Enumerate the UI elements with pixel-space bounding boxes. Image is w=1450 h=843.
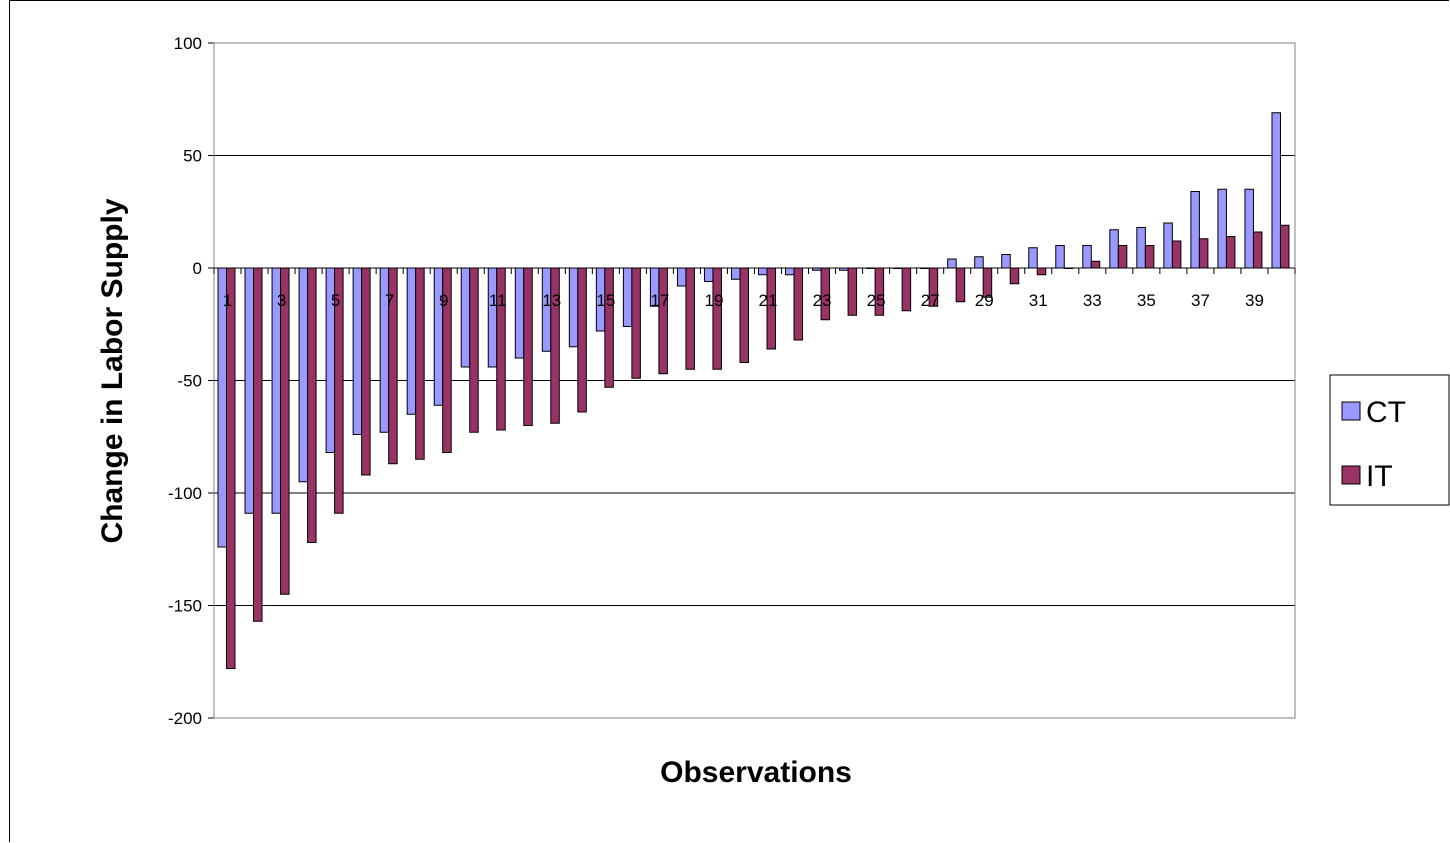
- bar-it-35: [1144, 245, 1155, 269]
- bar-ct-21: [758, 267, 768, 276]
- bar-it-12: [523, 267, 533, 426]
- bars: [217, 112, 1290, 669]
- x-tick-label: 33: [1083, 291, 1102, 310]
- bar-ct-8: [406, 267, 417, 415]
- bar-ct-29: [974, 256, 984, 269]
- bar-it-22: [793, 267, 804, 341]
- y-tick-label: -150: [168, 597, 202, 616]
- x-tick-label: 39: [1245, 291, 1264, 310]
- bar-ct-6: [352, 267, 363, 435]
- bar-it-16: [631, 267, 641, 379]
- bar-ct-14: [568, 267, 579, 348]
- bar-ct-19: [703, 267, 714, 282]
- x-axis-title: Observations: [660, 756, 852, 789]
- x-tick-label: 5: [331, 291, 340, 310]
- bar-ct-28: [947, 258, 957, 269]
- x-tick-label: 9: [439, 291, 448, 310]
- bar-ct-32: [1055, 245, 1065, 269]
- bar-it-39: [1252, 231, 1263, 269]
- bar-ct-30: [1001, 254, 1011, 269]
- plot-area-border: [213, 42, 1296, 719]
- bar-ct-34: [1109, 229, 1119, 269]
- legend: CT IT: [1329, 374, 1450, 506]
- y-tick-label: 100: [174, 34, 202, 53]
- bar-ct-40: [1271, 112, 1281, 269]
- bar-it-31: [1036, 267, 1047, 276]
- bar-ct-10: [460, 267, 471, 368]
- bar-it-24: [847, 267, 858, 316]
- bar-it-3: [280, 267, 290, 595]
- x-tick-label: 1: [223, 291, 232, 310]
- bar-it-19: [712, 267, 722, 370]
- bar-it-33: [1090, 260, 1101, 269]
- bar-it-1: [226, 267, 236, 669]
- y-tick-label: -50: [177, 372, 202, 391]
- y-tick-label: 0: [193, 259, 202, 278]
- bar-it-10: [469, 267, 479, 433]
- bar-ct-31: [1028, 247, 1038, 269]
- x-tick-label: 27: [921, 291, 940, 310]
- x-tick-label: 11: [489, 291, 507, 310]
- x-tick-label: 35: [1137, 291, 1156, 310]
- bar-ct-11: [487, 267, 498, 368]
- bar-ct-18: [676, 267, 687, 287]
- bar-it-18: [685, 267, 695, 370]
- bar-it-4: [307, 267, 317, 543]
- bar-ct-9: [433, 267, 444, 406]
- bar-ct-2: [244, 267, 255, 514]
- bar-ct-16: [622, 267, 633, 327]
- x-tick-label: 3: [277, 291, 286, 310]
- bar-it-36: [1171, 240, 1182, 269]
- bar-it-38: [1225, 236, 1236, 269]
- bar-it-17: [658, 267, 668, 375]
- legend-swatch-ct: [1341, 401, 1361, 421]
- bar-it-20: [739, 267, 749, 363]
- x-tick-label: 21: [759, 291, 778, 310]
- x-tick-label: 7: [385, 291, 394, 310]
- x-tick-label: 29: [975, 291, 994, 310]
- x-tick-label: 25: [867, 291, 886, 310]
- bar-it-37: [1198, 238, 1209, 269]
- bar-ct-38: [1217, 188, 1227, 269]
- bar-it-14: [577, 267, 587, 413]
- bar-ct-36: [1163, 222, 1173, 269]
- bar-ct-35: [1136, 227, 1146, 269]
- legend-label-it: IT: [1366, 460, 1393, 493]
- chart-frame: 100 50 0 -50 -100 -150 -200 1 3 5 7 9 11 13 15 17 19 21 23…: [9, 0, 1450, 842]
- bar-ct-39: [1244, 188, 1254, 269]
- bar-it-2: [253, 267, 263, 622]
- bar-ct-37: [1190, 191, 1200, 269]
- bar-ct-4: [298, 267, 309, 483]
- bar-it-30: [1009, 267, 1020, 285]
- bar-it-6: [361, 267, 371, 476]
- bar-ct-20: [730, 267, 741, 280]
- bar-it-40: [1279, 224, 1290, 269]
- y-tick-label: -200: [168, 709, 202, 728]
- x-tick-label: 23: [813, 291, 832, 310]
- x-tick-label: 17: [650, 291, 669, 310]
- bar-it-28: [955, 267, 966, 303]
- bar-ct-33: [1082, 245, 1092, 269]
- legend-swatch-it: [1341, 465, 1361, 485]
- x-tick-label: 13: [542, 291, 561, 310]
- x-tick-label: 19: [705, 291, 724, 310]
- bar-it-15: [604, 267, 614, 388]
- y-tick-label: -100: [168, 484, 202, 503]
- grid-lines: [214, 42, 1295, 719]
- bar-it-34: [1117, 245, 1128, 269]
- bar-it-8: [415, 267, 425, 460]
- bar-ct-12: [514, 267, 525, 359]
- y-axis-title: Change in Labor Supply: [96, 198, 129, 543]
- x-tick-label: 31: [1029, 291, 1048, 310]
- bar-it-26: [901, 267, 912, 312]
- x-tick-label: 15: [596, 291, 615, 310]
- x-tick-label: 37: [1191, 291, 1210, 310]
- axes: [208, 42, 1296, 719]
- bar-ct-22: [785, 267, 795, 276]
- y-tick-label: 50: [183, 147, 202, 166]
- legend-label-ct: CT: [1366, 396, 1406, 429]
